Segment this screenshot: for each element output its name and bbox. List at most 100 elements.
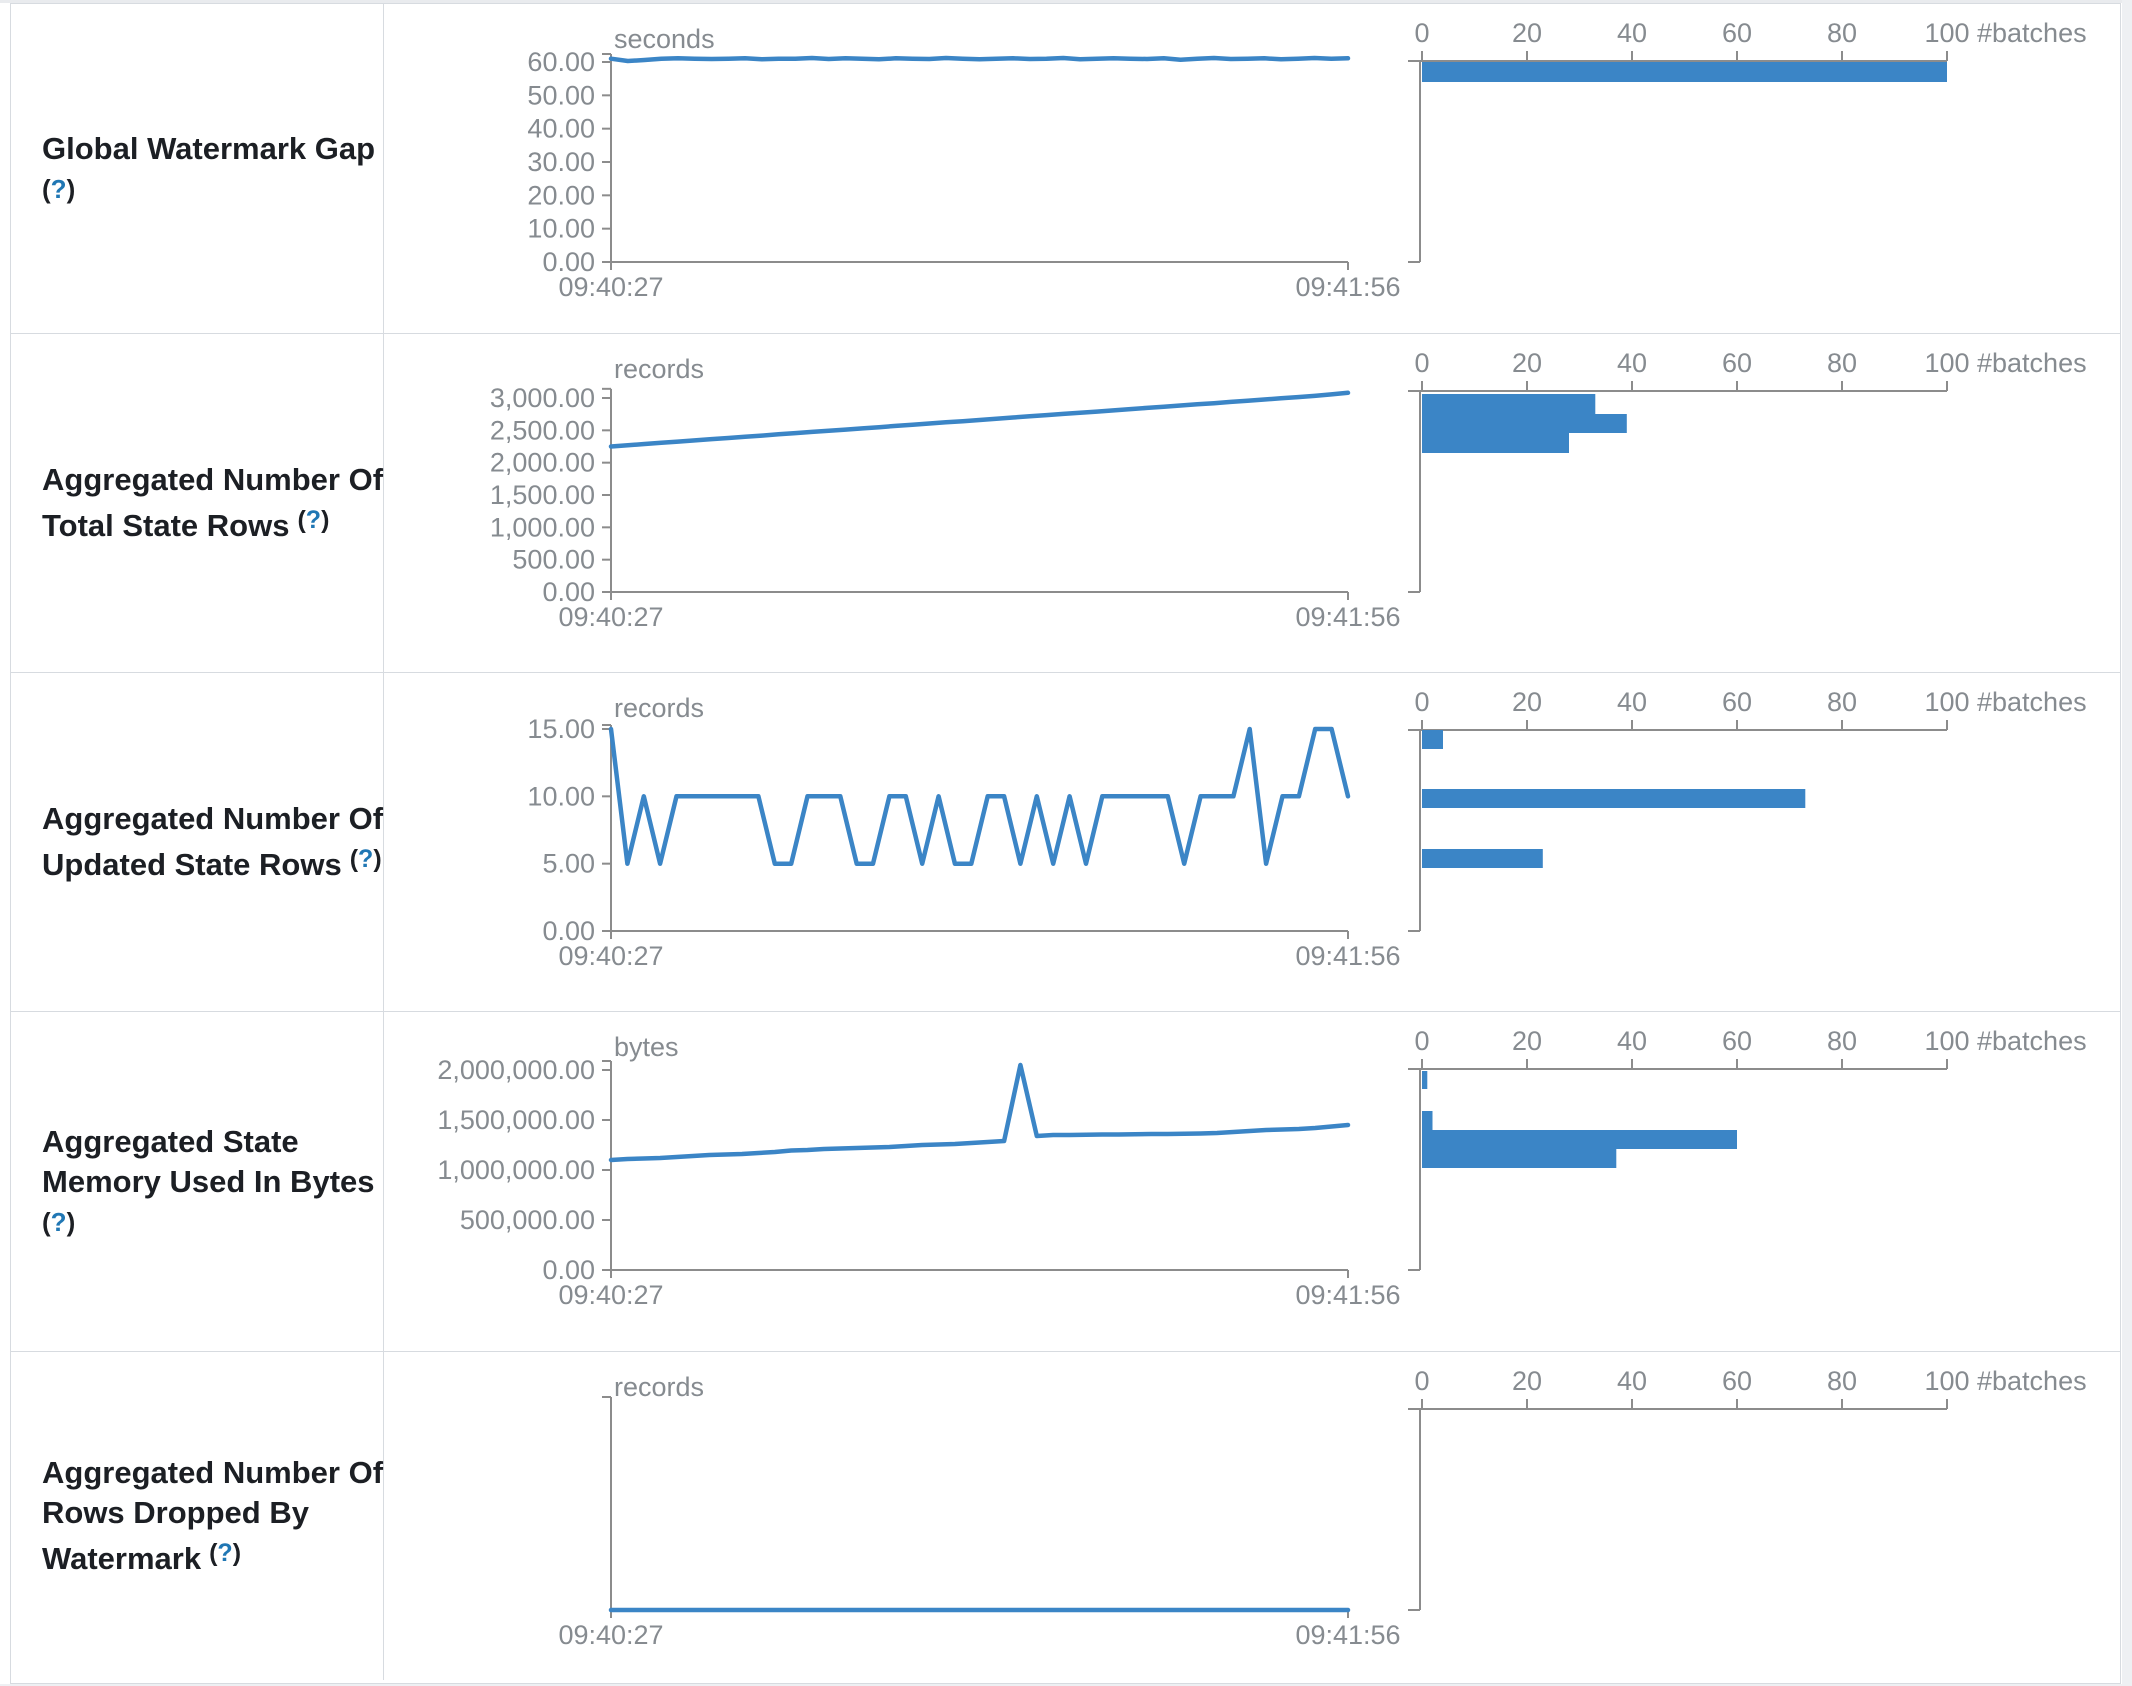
timeline-start-time: 09:40:27 [558,272,663,302]
timeline-series-line [608,726,1351,866]
histogram-xtick-label: 80 [1827,18,1857,48]
histogram-bar [1422,414,1627,433]
histogram-xtick-label: 100 [1924,1026,1969,1056]
metric-label: Aggregated Number Of [42,462,384,497]
histogram-xtick-label: 60 [1722,1366,1752,1396]
help-link[interactable]: (?) [42,1206,76,1237]
timeline-ytick-label: 0.00 [542,577,595,607]
histogram-xtick-label: 80 [1827,1026,1857,1056]
histogram-unit-label: #batches [1977,687,2087,717]
metric-label-cell: Aggregated Number Of Total State Rows (?) [11,334,384,672]
histogram-xtick-label: 80 [1827,1366,1857,1396]
timeline-ytick-label: 0.00 [542,247,595,277]
timeline-start-time: 09:40:27 [558,1280,663,1310]
timeline-ytick-label: 1,500,000.00 [437,1105,595,1135]
timeline-ytick-label: 2,000,000.00 [437,1055,595,1085]
histogram-chart: 0 20 40 60 80 100 #batches [1408,687,2087,932]
timeline-series-line [608,390,1351,449]
metric-label-cell: Aggregated Number Of Rows Dropped By Water… [11,1352,384,1680]
timeline-ytick-label: 40.00 [527,114,595,144]
timeline-ytick-label: 60.00 [527,47,595,77]
timeline-end-time: 09:41:56 [1295,1280,1400,1310]
histogram-bar [1422,789,1806,808]
timeline-ytick-label: 0.00 [542,916,595,946]
metric-label: Rows Dropped By [42,1495,309,1530]
metric-label-cell: Global Watermark Gap (?) [11,4,384,333]
charts-canvas: records 09:40:27 09:41:56 0 20 40 60 80 100 #batc… [558,1366,2087,1650]
histogram-bar [1422,394,1596,414]
histogram-unit-label: #batches [1977,348,2087,378]
timeline-ytick-label: 0.00 [542,1255,595,1285]
metric-row: Global Watermark Gap (?) seconds 60.00 50.00… [11,4,2120,334]
histogram-xtick-label: 60 [1722,18,1752,48]
histogram-bar [1422,849,1543,868]
timeline-unit-label: seconds [614,24,715,54]
histogram-chart: 0 20 40 60 80 100 #batches [1408,1366,2087,1611]
timeline-chart: records 09:40:27 09:41:56 [558,1372,1400,1650]
histogram-xtick-label: 40 [1617,1026,1647,1056]
timeline-ytick-label: 20.00 [527,180,595,210]
timeline-series-line [608,55,1351,64]
timeline-ytick-label: 10.00 [527,781,595,811]
timeline-ytick-label: 2,000.00 [490,448,595,478]
timeline-ytick-label: 3,000.00 [490,383,595,413]
metric-label: Watermark (?) [42,1539,242,1576]
metric-label: Aggregated Number Of [42,801,384,836]
histogram-xtick-label: 40 [1617,18,1647,48]
histogram-xtick-label: 80 [1827,687,1857,717]
metric-label-cell: Aggregated State Memory Used In Bytes (?) [11,1012,384,1351]
timeline-unit-label: bytes [614,1032,679,1062]
timeline-ytick-label: 30.00 [527,147,595,177]
histogram-chart: 0 20 40 60 80 100 #batches [1408,1026,2087,1271]
histogram-unit-label: #batches [1977,1366,2087,1396]
histogram-xtick-label: 0 [1414,1366,1429,1396]
metric-row: Aggregated Number Of Total State Rows (?) r… [11,334,2120,673]
charts-canvas: bytes 2,000,000.00 1,500,000.00 1,000,000.0… [437,1026,2087,1310]
timeline-unit-label: records [614,693,704,723]
histogram-xtick-label: 60 [1722,687,1752,717]
histogram-xtick-label: 20 [1512,687,1542,717]
help-link[interactable]: (?) [349,845,382,873]
histogram-bar [1422,62,1947,82]
histogram-xtick-label: 100 [1924,18,1969,48]
timeline-ytick-label: 5.00 [542,849,595,879]
timeline-end-time: 09:41:56 [1295,941,1400,971]
histogram-bar [1422,1149,1617,1168]
metric-label: Memory Used In Bytes [42,1163,375,1199]
timeline-ytick-label: 1,000,000.00 [437,1155,595,1185]
help-link[interactable]: (?) [297,506,330,534]
histogram-xtick-label: 40 [1617,1366,1647,1396]
timeline-ytick-label: 1,500.00 [490,480,595,510]
histogram-bar [1422,1071,1428,1089]
timeline-chart: records 3,000.002,500.002,000.001,500.001… [490,354,1401,632]
histogram-unit-label: #batches [1977,1026,2087,1056]
timeline-ytick-label: 50.00 [527,80,595,110]
histogram-xtick-label: 0 [1414,687,1429,717]
help-link[interactable]: (?) [209,1539,242,1567]
charts-canvas: records3,000.002,500.002,000.001,500.001… [490,348,2087,632]
histogram-xtick-label: 20 [1512,18,1542,48]
histogram-xtick-label: 40 [1617,687,1647,717]
help-link[interactable]: (?) [42,173,76,204]
histogram-chart: 0 20 40 60 80 100 #batches [1408,18,2087,263]
metric-row: Aggregated Number Of Updated State Rows (?… [11,673,2120,1012]
metric-row: Aggregated State Memory Used In Bytes (?) b… [11,1012,2120,1352]
histogram-xtick-label: 60 [1722,348,1752,378]
histogram-chart: 0 20 40 60 80 100 #batches [1408,348,2087,593]
timeline-ytick-label: 500,000.00 [460,1205,595,1235]
timeline-unit-label: records [614,1372,704,1402]
metric-label: Total State Rows (?) [42,506,330,543]
timeline-chart: bytes 2,000,000.00 1,500,000.00 1,000,000.0… [437,1032,1400,1310]
histogram-xtick-label: 0 [1414,18,1429,48]
metric-label: Aggregated State [42,1123,299,1159]
timeline-ytick-label: 1,000.00 [490,512,595,542]
metric-label: Global Watermark Gap [42,130,376,166]
histogram-xtick-label: 80 [1827,348,1857,378]
histogram-unit-label: #batches [1977,18,2087,48]
histogram-xtick-label: 40 [1617,348,1647,378]
histogram-xtick-label: 0 [1414,348,1429,378]
